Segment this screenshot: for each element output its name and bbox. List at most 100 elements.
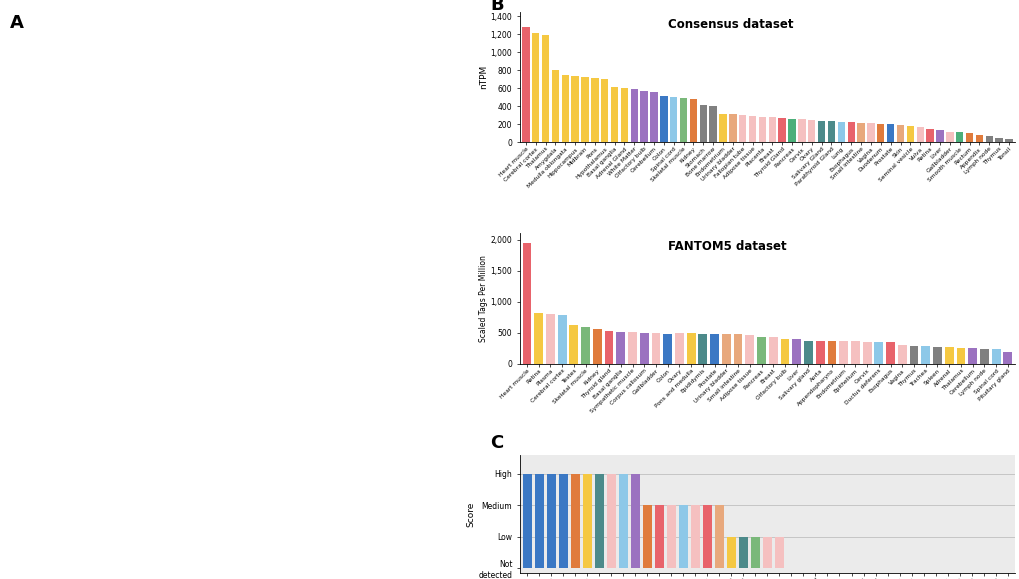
Bar: [630, 89, 637, 142]
Bar: [522, 243, 531, 364]
Bar: [887, 124, 894, 142]
Bar: [745, 335, 753, 364]
Bar: [591, 78, 598, 142]
Bar: [729, 114, 736, 142]
Bar: [748, 116, 755, 142]
Bar: [709, 334, 718, 364]
Bar: [777, 118, 785, 142]
Bar: [932, 347, 941, 364]
Y-axis label: Scaled Tags Per Million: Scaled Tags Per Million: [478, 255, 487, 342]
Bar: [984, 136, 991, 142]
Bar: [569, 325, 578, 364]
Bar: [758, 117, 765, 142]
Bar: [689, 100, 696, 142]
Bar: [826, 341, 836, 364]
Y-axis label: Score: Score: [466, 501, 475, 527]
Bar: [606, 474, 615, 569]
Bar: [792, 339, 800, 364]
Bar: [897, 345, 906, 364]
Bar: [546, 474, 555, 569]
Bar: [639, 333, 648, 364]
Bar: [619, 474, 627, 569]
Bar: [615, 332, 625, 364]
Bar: [990, 349, 1000, 364]
Bar: [557, 315, 566, 364]
Bar: [570, 474, 579, 569]
Bar: [886, 342, 894, 364]
Bar: [873, 342, 882, 364]
Bar: [920, 346, 929, 364]
Bar: [850, 342, 859, 364]
Bar: [628, 332, 636, 364]
Bar: [803, 340, 812, 364]
Bar: [699, 105, 706, 142]
Bar: [534, 474, 543, 569]
Text: FANTOM5 dataset: FANTOM5 dataset: [667, 240, 787, 253]
Bar: [768, 338, 776, 364]
Bar: [774, 537, 784, 569]
Bar: [817, 120, 824, 142]
Bar: [561, 75, 569, 142]
Bar: [839, 341, 847, 364]
Bar: [965, 133, 972, 142]
Bar: [604, 331, 612, 364]
Bar: [534, 313, 542, 364]
Bar: [925, 129, 932, 142]
Bar: [733, 334, 742, 364]
Bar: [847, 122, 854, 142]
Bar: [621, 88, 628, 142]
Bar: [690, 505, 699, 569]
Bar: [642, 505, 651, 569]
Bar: [522, 27, 529, 142]
Bar: [532, 33, 539, 142]
Bar: [946, 132, 953, 142]
Bar: [680, 98, 687, 142]
Bar: [581, 327, 589, 364]
Bar: [698, 334, 706, 364]
Text: B: B: [490, 0, 503, 14]
Bar: [876, 124, 883, 142]
Bar: [558, 474, 568, 569]
Text: A: A: [10, 14, 23, 32]
Bar: [827, 122, 835, 142]
Bar: [837, 122, 844, 142]
Bar: [582, 474, 591, 569]
Bar: [1005, 139, 1012, 142]
Bar: [956, 347, 964, 364]
Bar: [594, 474, 603, 569]
Bar: [967, 349, 976, 364]
Bar: [1003, 352, 1011, 364]
Text: Consensus dataset: Consensus dataset: [667, 18, 793, 31]
Bar: [678, 505, 687, 569]
Bar: [975, 135, 982, 142]
Bar: [896, 125, 903, 142]
Bar: [909, 346, 917, 364]
Bar: [780, 339, 789, 364]
Bar: [541, 35, 548, 142]
Text: C: C: [490, 434, 503, 452]
Bar: [750, 537, 759, 569]
Bar: [727, 537, 735, 569]
Bar: [788, 119, 795, 142]
Bar: [581, 78, 588, 142]
Bar: [862, 342, 870, 364]
Bar: [675, 333, 683, 364]
Bar: [654, 505, 663, 569]
Bar: [955, 133, 962, 142]
Bar: [702, 505, 711, 569]
Bar: [756, 336, 765, 364]
Bar: [545, 314, 554, 364]
Bar: [630, 474, 639, 569]
Bar: [610, 87, 618, 142]
Bar: [815, 341, 823, 364]
Bar: [522, 474, 531, 569]
Bar: [807, 120, 814, 142]
Bar: [669, 97, 677, 142]
Bar: [944, 347, 953, 364]
Bar: [551, 70, 558, 142]
Y-axis label: nTPM: nTPM: [478, 65, 487, 89]
Bar: [866, 123, 873, 142]
Bar: [651, 334, 659, 364]
Bar: [916, 127, 923, 142]
Bar: [666, 505, 676, 569]
